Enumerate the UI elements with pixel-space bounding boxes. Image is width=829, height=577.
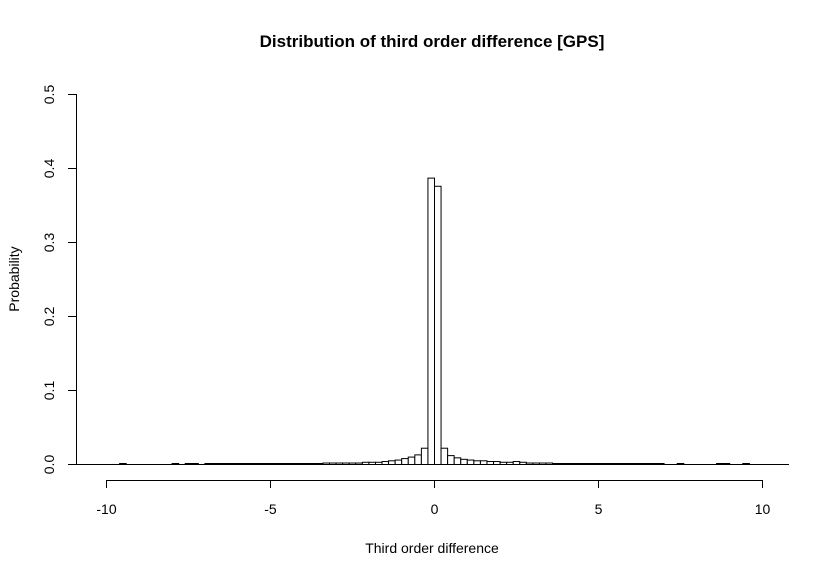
histogram-bar [565, 463, 573, 465]
histogram-bar [381, 461, 390, 466]
histogram-bar [447, 455, 455, 465]
histogram-bar [388, 460, 396, 465]
histogram-bar [598, 463, 606, 465]
histogram-bar [506, 461, 514, 465]
histogram-bar [210, 463, 219, 465]
histogram-bar [657, 463, 665, 465]
y-tick-label: 0.3 [41, 233, 57, 253]
histogram-bar [519, 461, 527, 465]
histogram-bar [525, 462, 534, 465]
histogram-bar [270, 463, 278, 465]
histogram-bar [499, 461, 508, 465]
histogram-bar [296, 463, 304, 465]
histogram-bar [302, 463, 311, 465]
histogram-bar [604, 463, 613, 465]
histogram-bar [591, 463, 600, 465]
histogram-bar [512, 461, 521, 466]
histogram-bar [440, 447, 449, 466]
histogram-bar [420, 447, 429, 466]
histogram-bar [624, 463, 632, 465]
y-axis-title: Probability [6, 246, 22, 311]
histogram-bar [315, 463, 324, 465]
histogram-bar [407, 456, 416, 466]
y-axis: 0.0 0.1 0.2 0.3 0.4 0.5 [41, 85, 77, 475]
histogram-bar [584, 463, 593, 465]
histogram-bar [466, 459, 475, 465]
histogram-bar [545, 462, 554, 465]
histogram-bar [368, 461, 376, 465]
x-tick-label: 5 [595, 501, 603, 517]
histogram-bar [716, 463, 724, 465]
histogram-bar [532, 462, 540, 465]
histogram-bar [637, 463, 645, 465]
histogram-bar [263, 463, 272, 465]
histogram-bar [722, 463, 731, 465]
x-axis-title: Third order difference [365, 540, 499, 556]
histogram-bar [643, 463, 652, 465]
histogram-bar [237, 463, 245, 465]
histogram-bar [256, 463, 265, 465]
histogram-bar [283, 463, 291, 465]
histogram-bar [191, 463, 199, 465]
histogram-bar [427, 177, 436, 465]
histogram-bar [453, 457, 462, 465]
histogram-bar [342, 462, 350, 465]
histogram-bar [742, 463, 750, 465]
chart-title: Distribution of third order difference [… [260, 32, 605, 51]
histogram-bar [630, 463, 639, 465]
histogram-bar [289, 463, 298, 465]
histogram-bar [434, 185, 442, 465]
histogram-bar [329, 462, 337, 465]
histogram-bar [250, 463, 258, 465]
y-tick-label: 0.0 [41, 455, 57, 475]
histogram-bar [217, 463, 226, 465]
histogram-bar [558, 463, 567, 465]
y-tick-label: 0.4 [41, 159, 57, 179]
histogram-bar [486, 461, 495, 466]
histogram-bar [276, 463, 285, 465]
x-axis: -10 -5 0 5 10 [96, 480, 770, 517]
histogram-bar [394, 459, 403, 465]
histogram-bar [611, 463, 619, 465]
histogram-bar [473, 460, 481, 465]
y-tick-label: 0.5 [41, 85, 57, 105]
y-tick-label: 0.1 [41, 381, 57, 401]
histogram-bar [204, 463, 212, 465]
histogram-bar [224, 463, 232, 465]
histogram-bar [493, 461, 501, 466]
histogram-bar [361, 461, 370, 465]
histogram-bar [355, 462, 363, 465]
histogram-bar [479, 460, 488, 465]
histogram-bar [230, 463, 239, 465]
histogram-bar [309, 463, 317, 465]
histogram-bar [243, 463, 252, 465]
histogram-bars [76, 177, 789, 466]
histogram-bar [538, 462, 547, 465]
histogram-bar [348, 462, 357, 465]
histogram-bar [401, 458, 409, 465]
histogram-bar [414, 454, 422, 466]
histogram-bar [322, 462, 331, 465]
histogram-bar [460, 458, 468, 466]
histogram-bar [171, 463, 180, 465]
histogram-bar [617, 463, 626, 465]
histogram-bar [374, 461, 383, 465]
histogram-bar [335, 462, 344, 465]
x-tick-label: -5 [264, 501, 277, 517]
x-tick-label: -10 [96, 501, 116, 517]
x-tick-label: 10 [755, 501, 771, 517]
histogram-bar [650, 463, 659, 465]
histogram-bar [184, 463, 193, 465]
histogram-bar [552, 463, 560, 465]
y-tick-label: 0.2 [41, 307, 57, 327]
histogram-bar [578, 463, 586, 465]
histogram-bar [676, 463, 685, 465]
histogram-bar [119, 463, 127, 465]
x-tick-label: 0 [431, 501, 439, 517]
histogram-bar [571, 463, 580, 465]
